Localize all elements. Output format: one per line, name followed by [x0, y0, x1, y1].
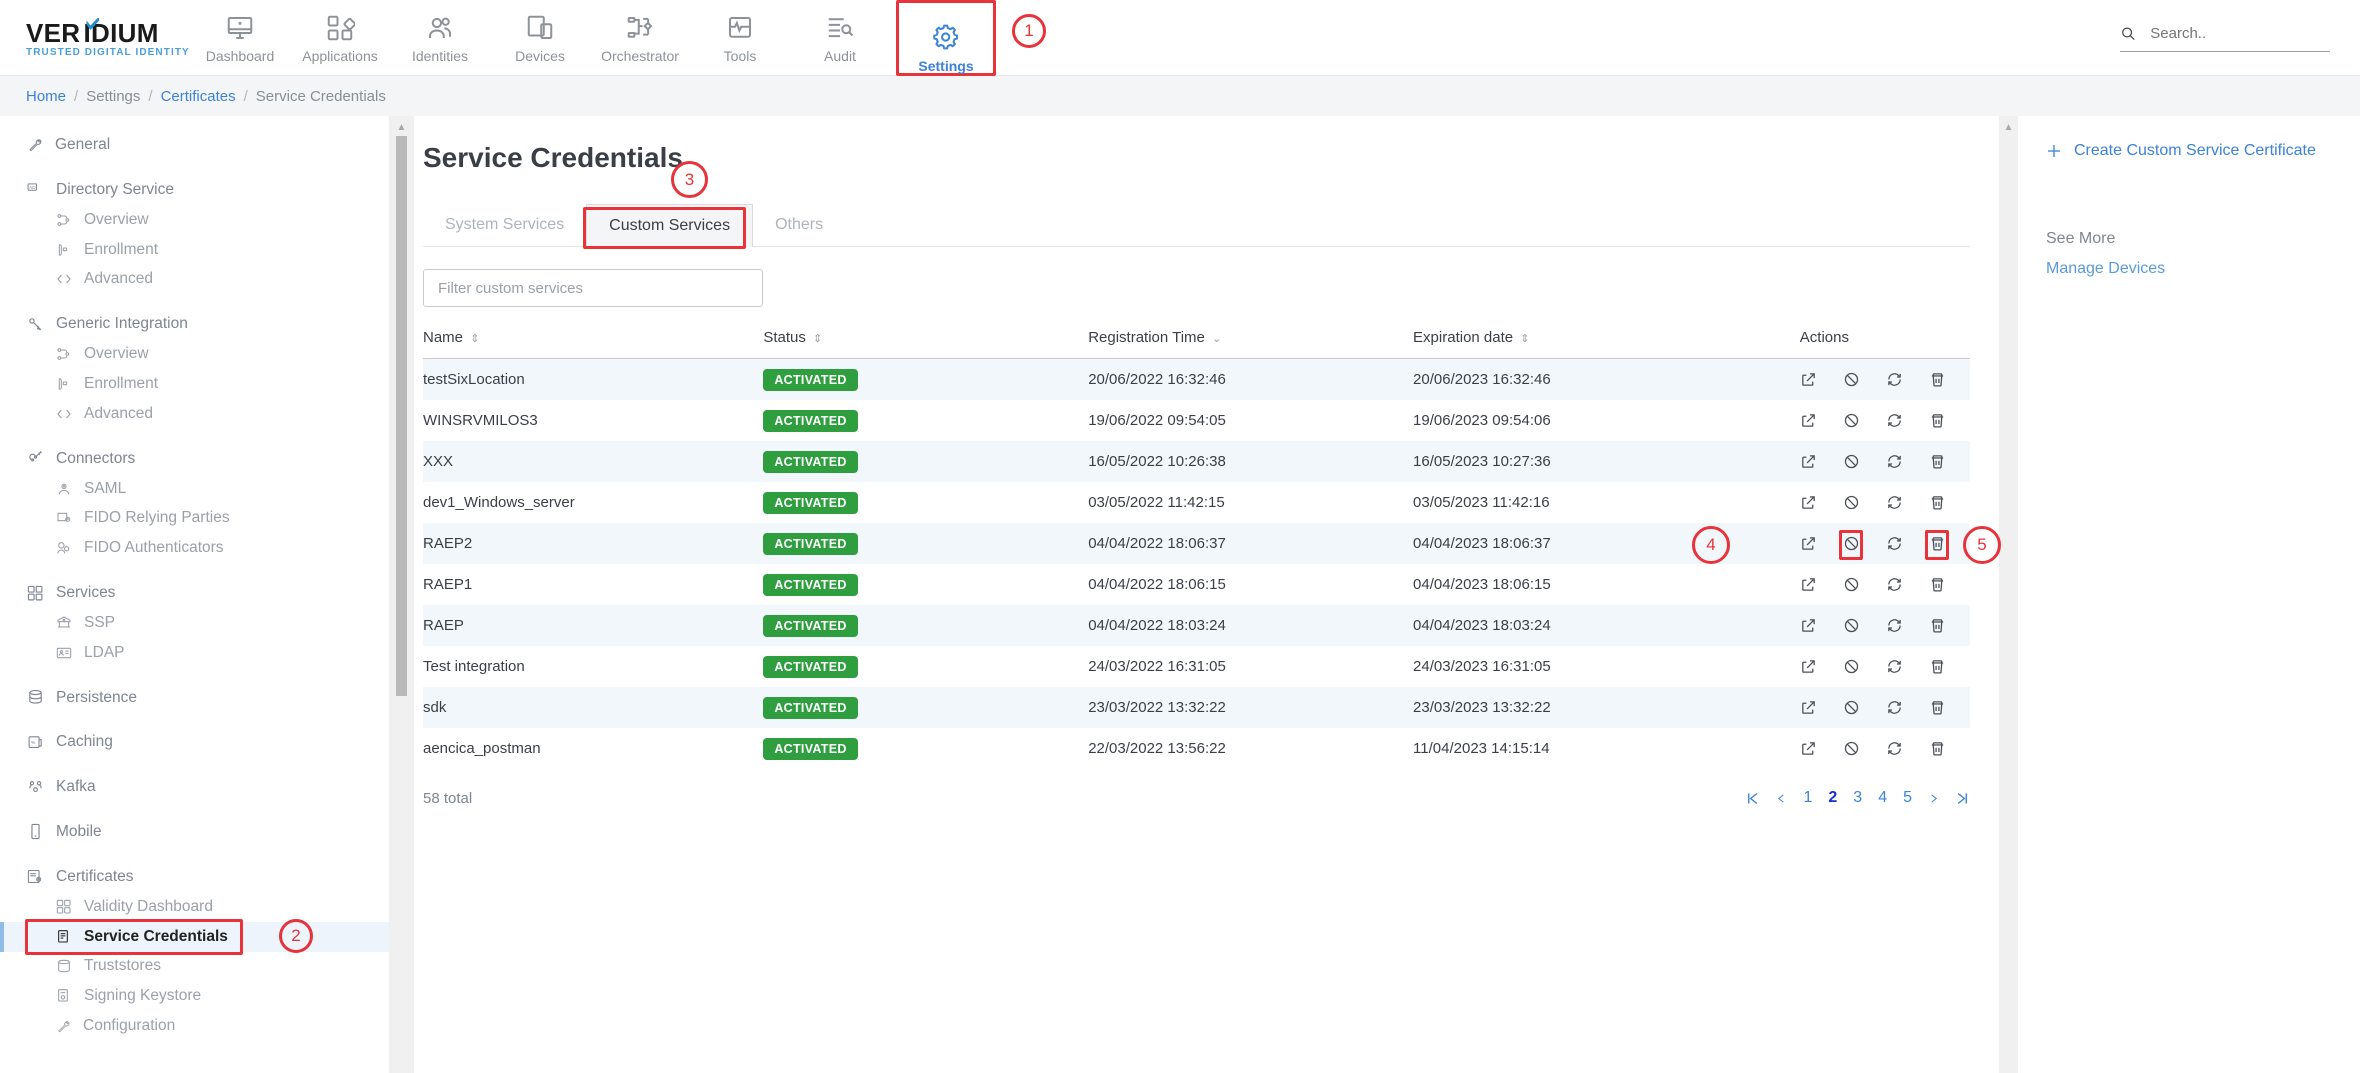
svg-text:VER: VER	[26, 18, 80, 48]
svg-text:AD: AD	[29, 185, 36, 190]
svg-text:%: %	[31, 740, 36, 746]
svg-text:TRUSTED DIGITAL IDENTITY: TRUSTED DIGITAL IDENTITY	[26, 47, 190, 58]
